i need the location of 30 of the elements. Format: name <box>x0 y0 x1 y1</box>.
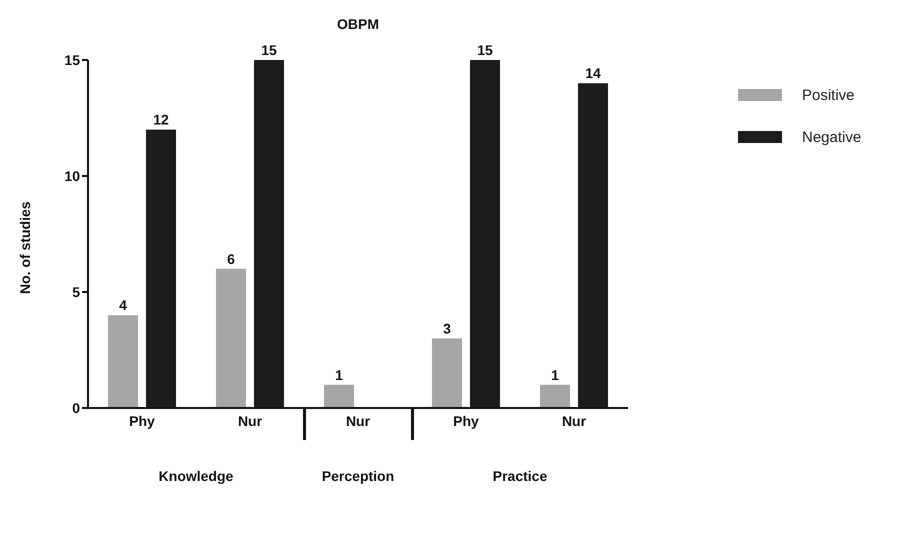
bar <box>108 315 138 408</box>
data-label: 6 <box>227 250 236 267</box>
legend-label: Negative <box>802 128 862 146</box>
data-label: 3 <box>443 320 452 336</box>
bar <box>540 384 570 408</box>
data-label: 14 <box>585 65 601 82</box>
text: Knowledge <box>158 468 234 484</box>
text: Practice <box>492 468 548 484</box>
y-axis-title: No. of studies <box>16 201 33 294</box>
y-tick-label: 15 <box>64 52 80 68</box>
legend-label: Positive <box>802 86 855 104</box>
data-label: 12 <box>153 112 169 128</box>
y-tick-label: 10 <box>64 168 80 184</box>
data-label: 4 <box>119 297 128 314</box>
y-tick-label: 5 <box>72 284 80 300</box>
chart-title: OBPM <box>336 16 380 32</box>
y-tick-label: 0 <box>72 400 80 416</box>
x-tick-label: Nur <box>562 412 587 429</box>
data-label: 15 <box>261 42 277 58</box>
x-tick-label: Nur <box>238 412 263 429</box>
data-label: 1 <box>551 366 560 383</box>
bar <box>432 338 462 408</box>
x-tick-label: Phy <box>129 412 156 429</box>
text: Perception <box>320 468 396 484</box>
bar <box>324 384 354 408</box>
x-tick-label: Phy <box>453 412 480 429</box>
bar <box>216 268 246 408</box>
data-label: 1 <box>335 366 344 383</box>
x-tick-label: Nur <box>346 412 371 429</box>
data-label: 15 <box>477 42 493 58</box>
